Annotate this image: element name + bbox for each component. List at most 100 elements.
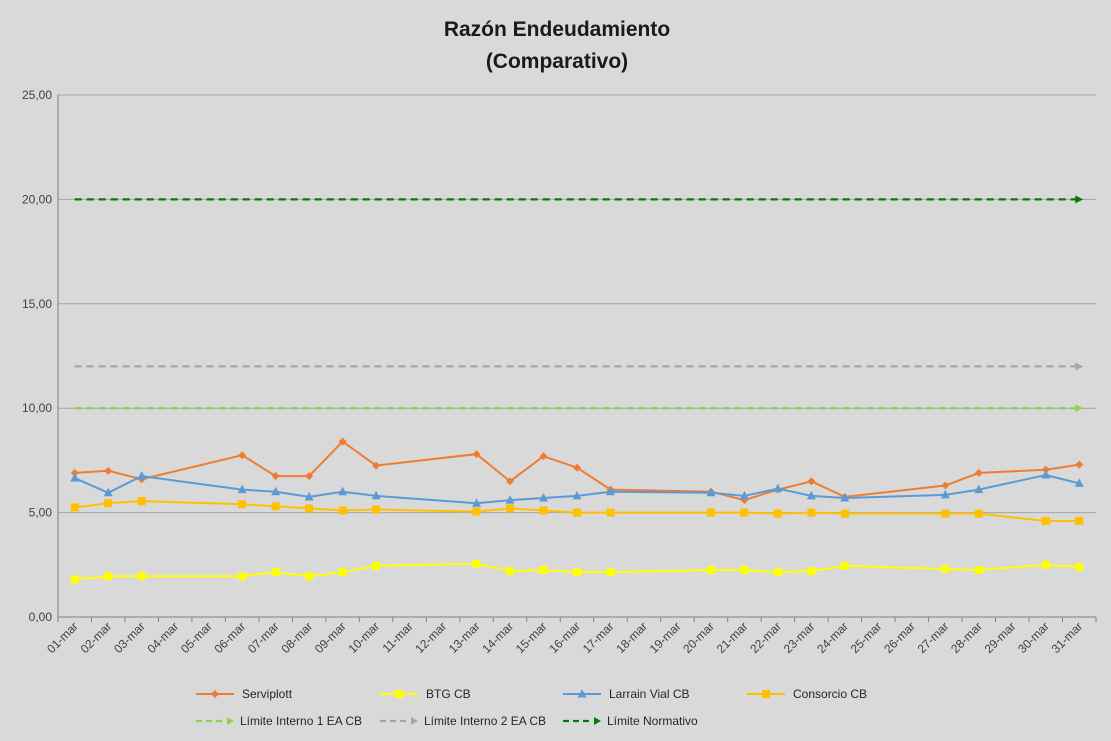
data-point	[806, 490, 816, 500]
y-tick-label: 15,00	[22, 297, 52, 311]
data-point	[974, 468, 983, 477]
legend-entry: BTG CB	[380, 687, 471, 701]
chart-title-line-2: (Comparativo)	[486, 50, 628, 73]
data-point	[104, 572, 113, 581]
data-point	[606, 568, 615, 577]
legend-marker	[594, 717, 601, 725]
data-point	[506, 504, 515, 513]
data-point	[840, 492, 850, 502]
legend-label: Serviplott	[242, 687, 293, 701]
data-point	[573, 508, 581, 517]
data-point	[305, 572, 314, 581]
data-point	[762, 690, 770, 698]
data-point	[974, 484, 984, 494]
legend-label: Consorcio CB	[793, 687, 867, 701]
data-point	[271, 568, 280, 577]
data-point	[539, 452, 548, 461]
legend-label: Límite Normativo	[607, 714, 698, 728]
y-tick-label: 25,00	[22, 88, 52, 102]
data-point	[1075, 460, 1084, 469]
data-point	[472, 559, 481, 568]
legend-marker	[227, 717, 234, 725]
data-point	[238, 500, 247, 509]
data-point	[573, 568, 581, 577]
data-point	[974, 566, 983, 575]
data-point	[505, 495, 515, 504]
data-point	[104, 466, 113, 475]
y-tick-label: 20,00	[22, 192, 52, 206]
y-tick-label: 5,00	[29, 506, 53, 520]
legend-label: Límite Interno 1 EA CB	[240, 714, 362, 728]
data-point	[1041, 560, 1050, 569]
series-l-mite-interno-2-ea-cb	[74, 362, 1084, 371]
data-point	[104, 499, 113, 508]
data-point	[773, 568, 782, 577]
data-point	[137, 471, 147, 480]
series-line	[74, 562, 1080, 581]
legend-marker	[411, 717, 418, 725]
data-point	[740, 508, 749, 517]
data-point	[577, 689, 587, 698]
data-point	[941, 509, 950, 518]
data-point	[271, 486, 281, 496]
data-point	[237, 484, 247, 494]
data-point	[238, 572, 247, 581]
data-point	[1075, 562, 1084, 571]
series-consorcio-cb	[70, 497, 1084, 525]
data-point	[706, 487, 716, 497]
legend-entry: Serviplott	[196, 687, 293, 701]
series-btg-cb	[70, 559, 1084, 584]
data-point	[1075, 362, 1084, 371]
data-point	[338, 568, 347, 577]
data-point	[941, 564, 950, 573]
data-point	[338, 437, 347, 446]
series-lines	[70, 195, 1084, 584]
data-point	[395, 690, 403, 698]
data-point	[305, 504, 314, 513]
data-point	[70, 468, 79, 477]
data-point	[740, 566, 749, 575]
data-point	[211, 690, 219, 698]
data-point	[940, 489, 950, 499]
data-point	[539, 492, 549, 502]
chart-title-line-1: Razón Endeudamiento	[444, 18, 670, 41]
y-tick-label: 0,00	[29, 610, 53, 624]
series-l-mite-normativo	[74, 195, 1084, 204]
data-point	[1041, 470, 1051, 479]
data-point	[472, 450, 481, 459]
data-point	[840, 509, 849, 518]
data-point	[572, 490, 582, 500]
data-point	[1074, 478, 1084, 487]
series-line	[74, 440, 1080, 502]
legend-entry: Límite Interno 2 EA CB	[380, 714, 546, 728]
data-point	[472, 498, 482, 507]
data-point	[103, 487, 113, 497]
data-point	[372, 505, 381, 514]
data-point	[773, 509, 782, 518]
legend-entry: Límite Normativo	[563, 714, 698, 728]
data-point	[137, 497, 146, 506]
data-point	[807, 477, 816, 486]
data-point	[338, 506, 347, 515]
data-point	[605, 486, 615, 496]
legend-label: Límite Interno 2 EA CB	[424, 714, 546, 728]
legend: Serviplott BTG CB Larrain Vial CB Consorcio…	[196, 687, 867, 728]
data-point	[1075, 404, 1084, 413]
data-point	[371, 490, 381, 500]
data-point	[539, 566, 548, 575]
data-point	[338, 486, 348, 496]
data-point	[506, 477, 515, 486]
series-line	[74, 500, 1080, 522]
data-point	[271, 472, 280, 481]
data-point	[840, 561, 849, 570]
data-point	[573, 463, 581, 472]
series-l-mite-interno-1-ea-cb	[74, 404, 1084, 413]
y-tick-label: 10,00	[22, 401, 52, 415]
series-line	[74, 473, 1080, 505]
data-point	[137, 572, 146, 581]
data-point	[606, 508, 615, 517]
data-point	[706, 508, 715, 517]
data-point	[941, 481, 950, 490]
data-point	[1075, 195, 1084, 204]
